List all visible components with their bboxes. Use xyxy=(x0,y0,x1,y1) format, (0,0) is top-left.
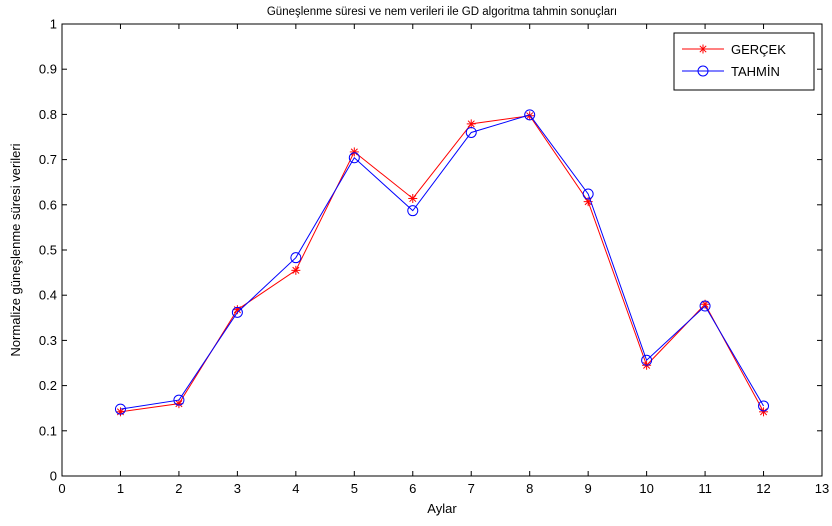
y-tick-label: 0.8 xyxy=(39,107,57,122)
data-point xyxy=(759,407,769,417)
y-tick-label: 1 xyxy=(50,17,57,32)
series-layer xyxy=(114,109,770,417)
plot-area xyxy=(61,23,823,477)
legend-entry: GERÇEK xyxy=(682,42,786,57)
y-tick-label: 0.2 xyxy=(39,378,57,393)
x-tick-label: 12 xyxy=(756,481,770,496)
axis-ticks: 0 1 2 3 4 5 6 7 8 9 10 11 12 1300.10.20.30.40.50.60.7… xyxy=(39,17,829,497)
data-point xyxy=(348,152,360,164)
x-tick-label: 5 xyxy=(351,481,358,496)
legend-marker xyxy=(698,44,708,54)
x-tick-label: 10 xyxy=(639,481,653,496)
data-point xyxy=(291,265,301,275)
y-tick-label: 0 xyxy=(50,469,57,484)
chart-title: Güneşlenme süresi ve nem verileri ile GD… xyxy=(267,6,617,18)
data-point xyxy=(465,126,477,138)
y-tick-label: 0.7 xyxy=(39,152,57,167)
x-tick-label: 13 xyxy=(815,481,829,496)
y-tick-label: 0.4 xyxy=(39,288,57,303)
y-tick-label: 0.1 xyxy=(39,423,57,438)
data-point xyxy=(114,403,126,415)
series-gercek xyxy=(115,111,769,417)
x-axis-label: Aylar xyxy=(427,501,457,516)
legend: GERÇEK TAHMİN xyxy=(673,32,815,91)
y-tick-label: 0.9 xyxy=(39,62,57,77)
y-tick-label: 0.3 xyxy=(39,333,57,348)
data-point xyxy=(231,306,243,318)
x-tick-label: 0 xyxy=(58,481,65,496)
y-tick-label: 0.5 xyxy=(39,243,57,258)
y-tick-label: 0.6 xyxy=(39,197,57,212)
x-tick-label: 4 xyxy=(292,481,299,496)
data-point xyxy=(524,109,536,121)
data-point xyxy=(173,394,185,406)
data-point xyxy=(407,205,419,217)
y-axis-label: Normalize güneşlenme süresi verileri xyxy=(8,143,23,356)
data-point xyxy=(582,188,594,200)
series-tahmin xyxy=(114,109,770,415)
x-tick-label: 6 xyxy=(409,481,416,496)
legend-entry: TAHMİN xyxy=(682,64,780,79)
data-point xyxy=(349,147,359,157)
legend-marker xyxy=(697,65,709,77)
x-tick-label: 1 xyxy=(117,481,124,496)
data-point xyxy=(408,193,418,203)
x-tick-label: 7 xyxy=(468,481,475,496)
data-point xyxy=(466,119,476,129)
data-point xyxy=(641,354,653,366)
data-point xyxy=(700,299,710,309)
data-point xyxy=(758,400,770,412)
x-tick-label: 9 xyxy=(585,481,592,496)
x-tick-label: 2 xyxy=(175,481,182,496)
legend-label: TAHMİN xyxy=(731,64,780,79)
data-point xyxy=(290,252,302,264)
legend-box xyxy=(673,32,815,91)
series-line xyxy=(120,114,764,410)
x-tick-label: 8 xyxy=(526,481,533,496)
data-point xyxy=(699,300,711,312)
x-tick-label: 3 xyxy=(234,481,241,496)
data-point xyxy=(174,399,184,409)
legend-label: GERÇEK xyxy=(731,42,786,57)
x-tick-label: 11 xyxy=(698,481,712,496)
series-line xyxy=(120,115,764,413)
